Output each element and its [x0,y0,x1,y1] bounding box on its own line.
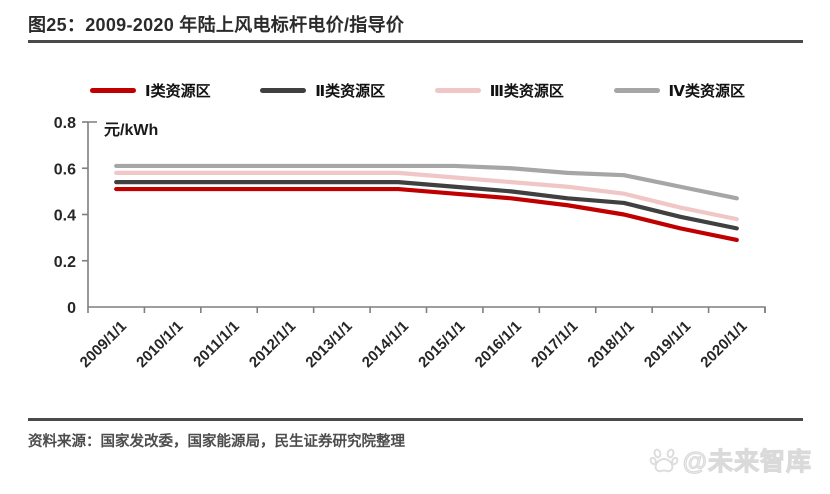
x-tick-label: 2011/1/1 [190,318,243,371]
x-tick-label: 2012/1/1 [246,318,299,371]
x-tick-label: 2009/1/1 [77,318,130,371]
zone2-line-swatch [260,87,307,93]
footer-divider [28,418,803,421]
legend-label: Ⅳ类资源区 [668,82,745,100]
legend-item-zone3: Ⅲ类资源区 [434,80,564,101]
x-tick-label: 2014/1/1 [359,318,412,371]
legend-item-zone1: Ⅰ类资源区 [90,80,211,101]
series-line [114,180,739,231]
x-tick-label: 2020/1/1 [697,318,750,371]
y-tick-label: 0.8 [54,115,76,132]
legend-item-zone2: Ⅱ类资源区 [260,80,385,101]
y-tick-label: 0.6 [54,161,76,178]
x-tick-label: 2010/1/1 [133,318,186,371]
data-source-note: 资料来源：国家发改委，国家能源局，民生证券研究院整理 [28,434,405,450]
x-tick-label: 2018/1/1 [584,318,637,371]
watermark-text: @未来智库 [682,448,812,477]
legend-label: Ⅰ类资源区 [145,82,211,100]
series-line [114,186,739,243]
unit-label: 元/kWh [104,122,158,139]
title-divider [28,40,803,43]
x-tick-label: 2016/1/1 [472,318,525,371]
paw-icon [649,448,679,473]
zone3-line-swatch [434,87,481,93]
figure-title: 图25：2009-2020 年陆上风电标杆电价/指导价 [28,15,405,35]
y-tick-label: 0 [67,300,76,317]
x-tick-label: 2019/1/1 [641,318,694,371]
zone4-line-swatch [613,87,660,93]
legend-item-zone4: Ⅳ类资源区 [613,80,745,101]
zone1-line-swatch [90,87,136,93]
x-tick-label: 2017/1/1 [528,318,581,371]
x-tick-label: 2013/1/1 [302,318,355,371]
y-tick-label: 0.2 [54,254,76,271]
legend-label: Ⅱ类资源区 [315,82,386,100]
watermark: @未来智库 [649,442,812,478]
x-tick-label: 2015/1/1 [415,318,468,371]
series-line [114,170,739,222]
legend-label: Ⅲ类资源区 [489,82,564,100]
y-tick-label: 0.4 [54,208,76,225]
chart-legend: Ⅰ类资源区 Ⅱ类资源区 Ⅲ类资源区 Ⅳ类资源区 [90,78,745,102]
series-line [114,163,739,201]
